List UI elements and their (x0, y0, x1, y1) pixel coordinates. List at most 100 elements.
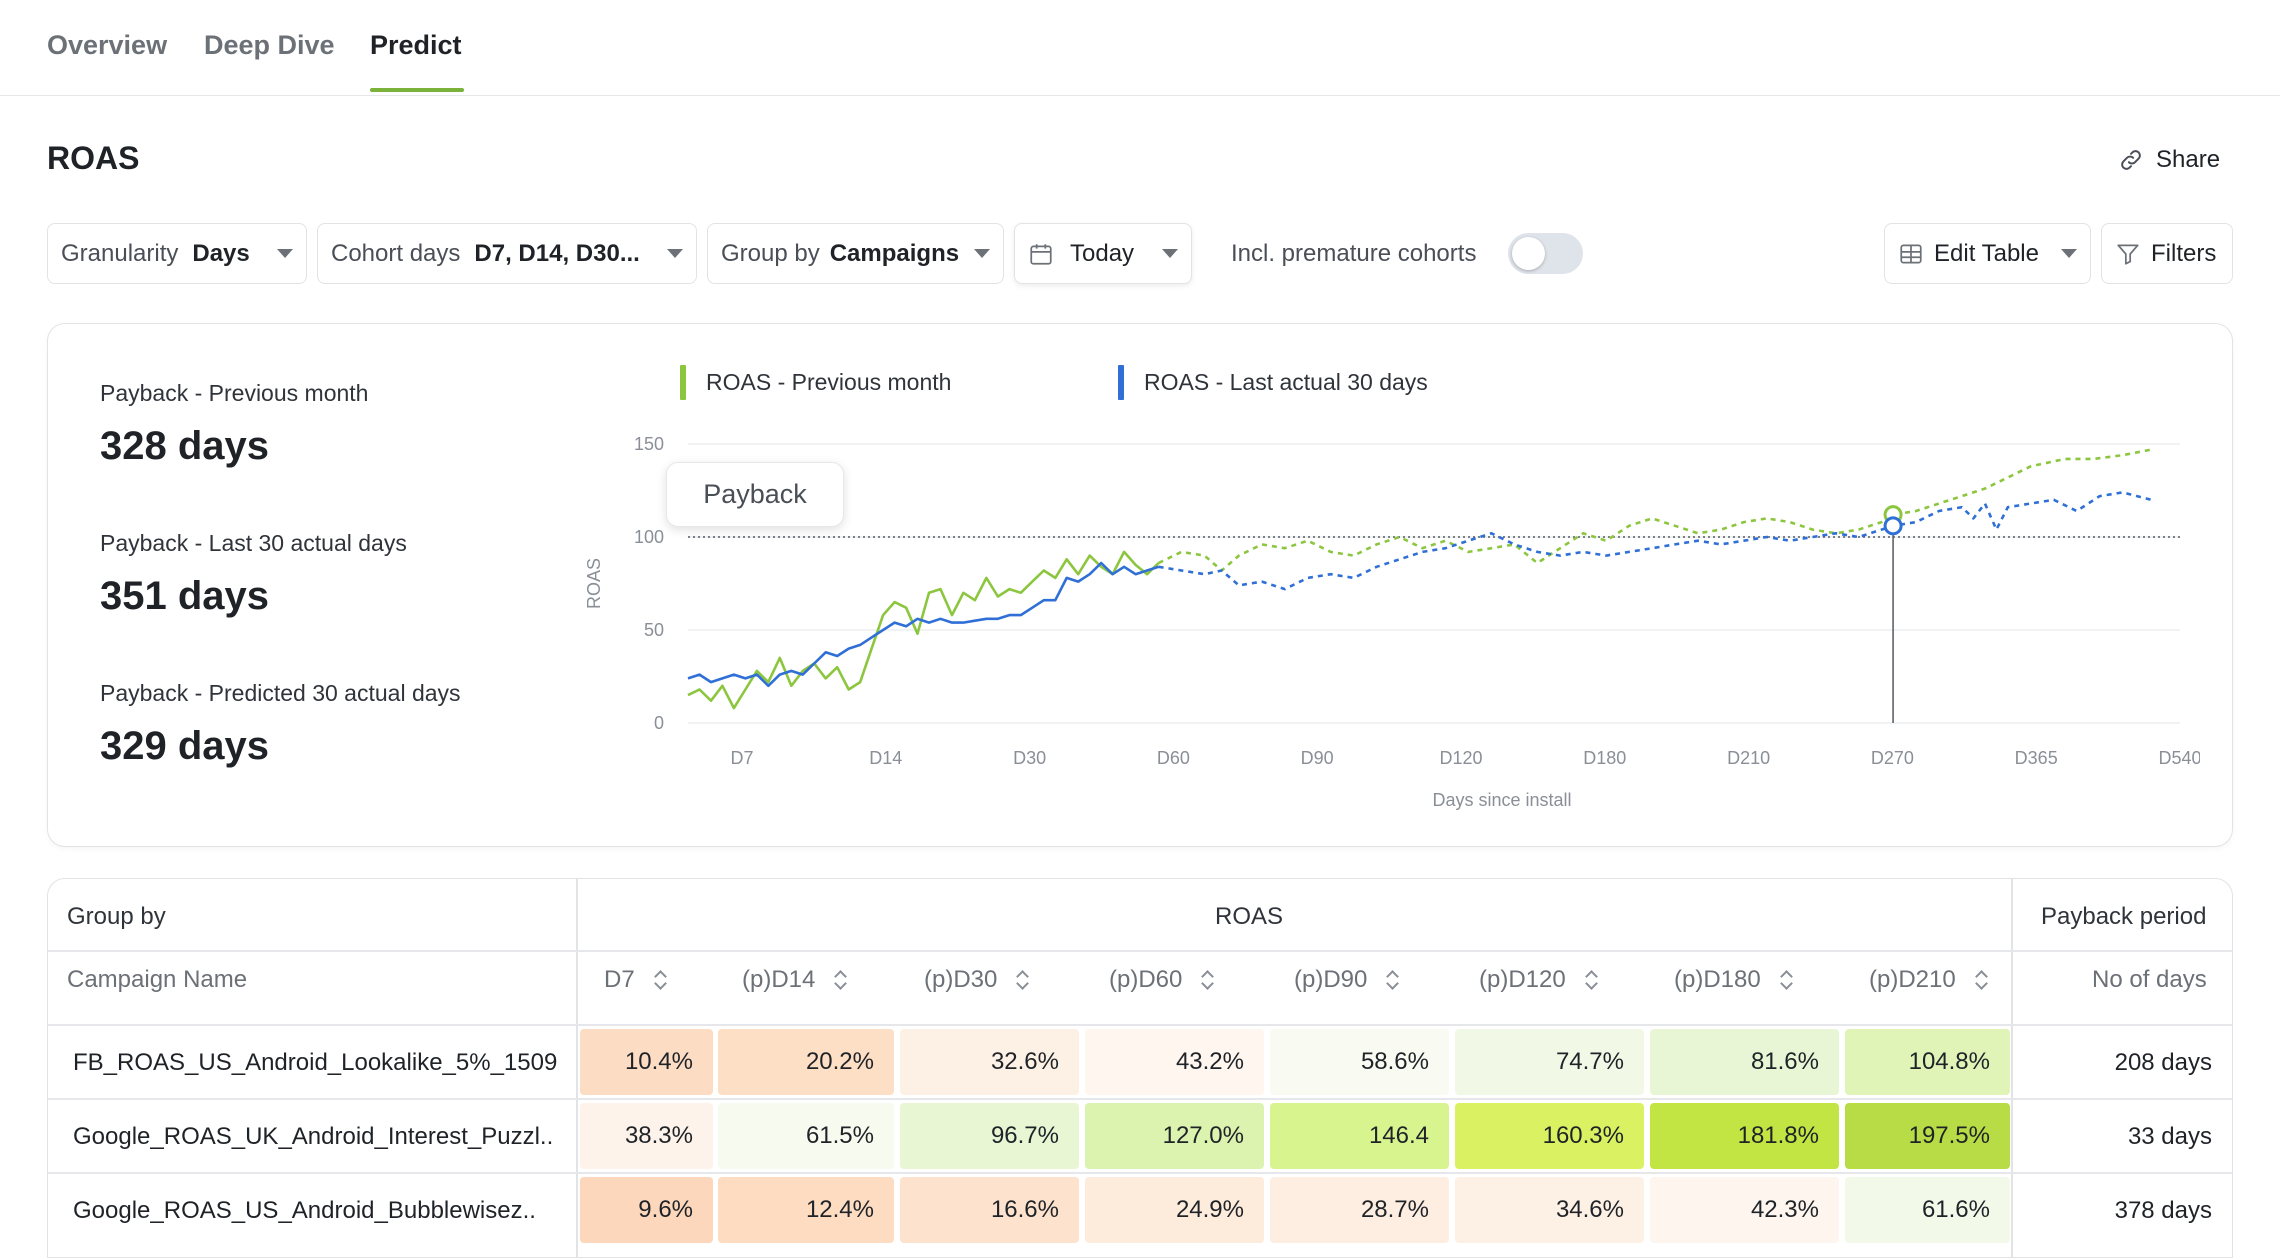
campaign-name-header[interactable]: Campaign Name (67, 966, 248, 993)
y-tick-label: 50 (644, 620, 664, 640)
column-header[interactable]: (p)D180 (1674, 966, 1793, 994)
x-tick-label: D14 (869, 748, 902, 768)
calendar-icon (1030, 243, 1052, 265)
x-tick-label: D90 (1301, 748, 1334, 768)
roas-cell[interactable]: 16.6% (900, 1177, 1079, 1243)
column-header[interactable]: (p)D30 (924, 966, 1029, 994)
no-of-days-header[interactable]: No of days (2092, 966, 2207, 993)
payback-days: 208 days (2114, 1049, 2212, 1076)
roas-cell[interactable]: 81.6% (1650, 1029, 1839, 1095)
legend-label: ROAS - Previous month (706, 369, 952, 395)
sort-icon[interactable] (1202, 969, 1214, 991)
row-divider (48, 1024, 2232, 1026)
payback-tooltip: Payback (666, 462, 844, 527)
roas-cell[interactable]: 20.2% (718, 1029, 894, 1095)
roas-cell[interactable]: 42.3% (1650, 1177, 1839, 1243)
tab-overview[interactable]: Overview (47, 30, 168, 60)
series-predicted-line-1 (1158, 491, 2152, 591)
roas-cell[interactable]: 9.6% (580, 1177, 713, 1243)
y-tick-label: 150 (634, 434, 664, 454)
payback-days: 378 days (2114, 1197, 2212, 1224)
sort-icon[interactable] (1387, 969, 1399, 991)
legend-last-30-days[interactable]: ROAS - Last actual 30 days (1118, 365, 1428, 400)
chevron-down-icon (2061, 249, 2077, 258)
sort-icon[interactable] (1976, 969, 1988, 991)
roas-line-chart[interactable]: 0 50 100 150 ROAS D7 D14 D30 D60 D90 D120 D180 D210 D… (580, 420, 2200, 820)
filters-button[interactable]: Filters (2101, 223, 2233, 284)
column-header-label: D7 (604, 966, 635, 993)
edit-table-button[interactable]: Edit Table (1884, 223, 2091, 284)
tab-deep-dive[interactable]: Deep Dive (204, 30, 335, 60)
roas-cell[interactable]: 28.7% (1270, 1177, 1449, 1243)
roas-cell[interactable]: 32.6% (900, 1029, 1079, 1095)
sort-icon[interactable] (835, 969, 847, 991)
kpi-value-last-30-days: 351 days (100, 574, 270, 618)
column-divider (576, 879, 578, 1257)
premature-cohorts-label: Incl. premature cohorts (1231, 240, 1477, 267)
filter-icon (2117, 243, 2139, 265)
payback-days: 33 days (2127, 1123, 2212, 1150)
series-predicted-line-0 (1158, 448, 2152, 572)
roas-cell[interactable]: 24.9% (1085, 1177, 1264, 1243)
row-divider (48, 1172, 2232, 1174)
roas-cell[interactable]: 197.5% (1845, 1103, 2010, 1169)
roas-cell[interactable]: 61.5% (718, 1103, 894, 1169)
tab-bar: Overview Deep Dive Predict (0, 0, 2280, 96)
roas-cell[interactable]: 38.3% (580, 1103, 713, 1169)
column-header[interactable]: (p)D14 (742, 966, 847, 994)
roas-cell[interactable]: 181.8% (1650, 1103, 1839, 1169)
roas-cell[interactable]: 12.4% (718, 1177, 894, 1243)
roas-cell[interactable]: 74.7% (1455, 1029, 1644, 1095)
roas-cell[interactable]: 104.8% (1845, 1029, 2010, 1095)
column-header[interactable]: (p)D210 (1869, 966, 1988, 994)
granularity-label: Granularity (61, 239, 179, 267)
roas-cell[interactable]: 146.4 (1270, 1103, 1449, 1169)
roas-cell[interactable]: 160.3% (1455, 1103, 1644, 1169)
chevron-down-icon (277, 249, 293, 258)
granularity-dropdown[interactable]: Granularity Days (47, 223, 307, 284)
row-divider (48, 950, 2232, 952)
sort-icon[interactable] (1781, 969, 1793, 991)
kpi-label-predicted-30-days: Payback - Predicted 30 actual days (100, 680, 461, 706)
roas-cell[interactable]: 34.6% (1455, 1177, 1644, 1243)
roas-cell[interactable]: 10.4% (580, 1029, 713, 1095)
roas-cell[interactable]: 127.0% (1085, 1103, 1264, 1169)
payback-period-header: Payback period (2041, 903, 2207, 930)
sort-icon[interactable] (655, 969, 667, 991)
kpi-value-predicted-30-days: 329 days (100, 724, 270, 768)
granularity-value: Days (192, 239, 250, 267)
campaign-name[interactable]: Google_ROAS_US_Android_Bubblewisez.. (73, 1197, 536, 1224)
x-tick-label: D120 (1439, 748, 1482, 768)
roas-cell[interactable]: 58.6% (1270, 1029, 1449, 1095)
group-by-value: Campaigns (829, 239, 960, 267)
column-header[interactable]: (p)D60 (1109, 966, 1214, 994)
legend-swatch-blue (1118, 365, 1124, 400)
roas-cell[interactable]: 61.6% (1845, 1177, 2010, 1243)
x-tick-label: D180 (1583, 748, 1626, 768)
column-header[interactable]: (p)D120 (1479, 966, 1598, 994)
group-by-dropdown[interactable]: Group by Campaigns (707, 223, 1004, 284)
date-picker[interactable]: Today (1014, 223, 1192, 284)
chevron-down-icon (667, 249, 683, 258)
legend-previous-month[interactable]: ROAS - Previous month (680, 365, 951, 400)
active-tab-indicator (370, 88, 464, 92)
tab-predict[interactable]: Predict (370, 30, 462, 60)
sort-icon[interactable] (1017, 969, 1029, 991)
x-tick-label: D60 (1157, 748, 1190, 768)
column-header-label: (p)D14 (742, 966, 816, 993)
column-header[interactable]: D7 (604, 966, 667, 994)
sort-icon[interactable] (1586, 969, 1598, 991)
campaign-name[interactable]: Google_ROAS_UK_Android_Interest_Puzzl.. (73, 1123, 554, 1150)
premature-cohorts-toggle[interactable] (1508, 233, 1583, 274)
share-label: Share (2156, 146, 2221, 173)
link-icon (2121, 150, 2141, 170)
y-tick-label: 0 (654, 713, 664, 733)
column-header[interactable]: (p)D90 (1294, 966, 1399, 994)
campaign-name[interactable]: FB_ROAS_US_Android_Lookalike_5%_1509 (73, 1049, 558, 1076)
roas-cell[interactable]: 96.7% (900, 1103, 1079, 1169)
column-header-label: (p)D90 (1294, 966, 1368, 993)
share-button[interactable]: Share (2118, 146, 2220, 174)
chevron-down-icon (974, 249, 990, 258)
roas-cell[interactable]: 43.2% (1085, 1029, 1264, 1095)
cohort-days-dropdown[interactable]: Cohort days D7, D14, D30... (317, 223, 697, 284)
